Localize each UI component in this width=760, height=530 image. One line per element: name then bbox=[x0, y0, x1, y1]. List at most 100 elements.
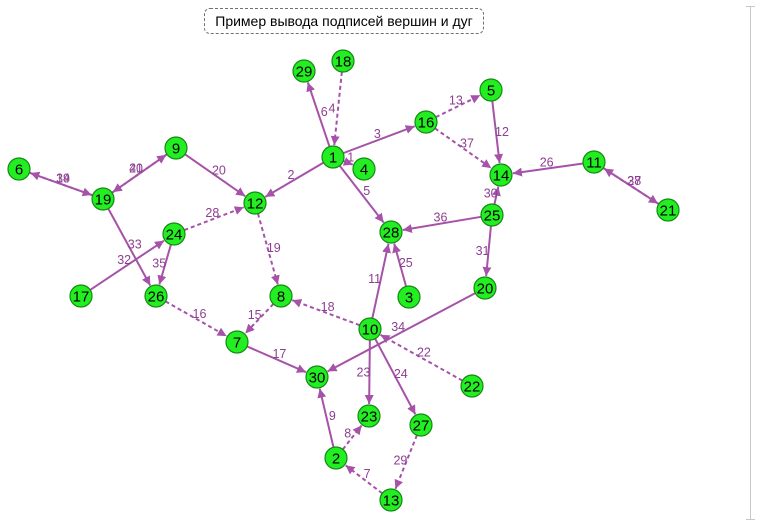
node-label-26: 26 bbox=[148, 289, 165, 306]
node-label-19: 19 bbox=[95, 192, 112, 209]
node-label-16: 16 bbox=[418, 115, 435, 132]
node-17[interactable]: 17 bbox=[70, 285, 92, 307]
edge-label-30: 30 bbox=[484, 187, 498, 201]
edge-label-38: 38 bbox=[627, 174, 641, 188]
node-label-17: 17 bbox=[73, 289, 90, 306]
edge-labels-layer: 12345678911121314151617181920212223 24252… bbox=[56, 94, 641, 482]
edge-label-12: 12 bbox=[495, 125, 509, 139]
edge-label-32: 32 bbox=[117, 253, 131, 267]
edge-label-13: 13 bbox=[449, 94, 463, 108]
edge-label-31: 31 bbox=[476, 244, 490, 258]
edge-label-36: 36 bbox=[434, 211, 448, 225]
edge-label-24: 24 bbox=[394, 367, 408, 381]
node-label-24: 24 bbox=[166, 227, 183, 244]
edge-label-7: 7 bbox=[364, 467, 371, 481]
node-label-28: 28 bbox=[383, 225, 400, 242]
node-3[interactable]: 3 bbox=[398, 286, 420, 308]
scrollbar-top-cap bbox=[746, 6, 755, 7]
node-label-30: 30 bbox=[309, 370, 326, 387]
edge-label-5: 5 bbox=[363, 184, 370, 198]
node-20[interactable]: 20 bbox=[474, 277, 496, 299]
edge-label-26: 26 bbox=[540, 156, 554, 170]
node-label-20: 20 bbox=[477, 281, 494, 298]
scrollbar-bottom-cap bbox=[746, 519, 755, 520]
edge-label-16: 16 bbox=[193, 307, 207, 321]
node-30[interactable]: 30 bbox=[306, 366, 328, 388]
node-label-18: 18 bbox=[335, 54, 352, 71]
edge-label-4: 4 bbox=[329, 101, 336, 115]
node-16[interactable]: 16 bbox=[415, 111, 437, 133]
node-28[interactable]: 28 bbox=[380, 221, 402, 243]
node-12[interactable]: 12 bbox=[244, 192, 266, 214]
node-label-9: 9 bbox=[172, 141, 180, 158]
edge-label-1: 1 bbox=[347, 150, 354, 164]
node-label-12: 12 bbox=[247, 196, 264, 213]
edge-label-39: 39 bbox=[56, 171, 70, 185]
node-label-6: 6 bbox=[15, 162, 23, 179]
node-label-13: 13 bbox=[383, 493, 400, 510]
node-7[interactable]: 7 bbox=[226, 331, 248, 353]
edge-label-40: 40 bbox=[129, 162, 143, 176]
node-label-23: 23 bbox=[361, 409, 378, 426]
node-19[interactable]: 19 bbox=[92, 188, 114, 210]
node-6[interactable]: 6 bbox=[8, 158, 30, 180]
node-label-14: 14 bbox=[493, 168, 510, 185]
node-11[interactable]: 11 bbox=[583, 151, 605, 173]
node-label-29: 29 bbox=[296, 64, 313, 81]
node-1[interactable]: 1 bbox=[322, 146, 344, 168]
edge-label-8: 8 bbox=[344, 426, 351, 440]
node-2[interactable]: 2 bbox=[325, 447, 347, 469]
node-22[interactable]: 22 bbox=[461, 375, 483, 397]
node-18[interactable]: 18 bbox=[332, 50, 354, 72]
node-label-1: 1 bbox=[329, 150, 337, 167]
edge-label-2: 2 bbox=[287, 168, 294, 182]
edge-label-22: 22 bbox=[417, 345, 431, 359]
node-label-22: 22 bbox=[464, 379, 481, 396]
node-23[interactable]: 23 bbox=[358, 405, 380, 427]
edge-label-20: 20 bbox=[212, 164, 226, 178]
node-label-7: 7 bbox=[233, 335, 241, 352]
node-label-10: 10 bbox=[362, 322, 379, 339]
node-9[interactable]: 9 bbox=[165, 137, 187, 159]
edge-label-35: 35 bbox=[152, 256, 166, 270]
edge-label-17: 17 bbox=[272, 347, 286, 361]
edge-label-25: 25 bbox=[399, 256, 413, 270]
edge-label-11: 11 bbox=[368, 272, 381, 286]
edge-label-33: 33 bbox=[128, 238, 142, 252]
edge-label-29: 29 bbox=[393, 453, 407, 467]
node-label-4: 4 bbox=[360, 162, 368, 179]
node-label-5: 5 bbox=[487, 83, 495, 100]
node-21[interactable]: 21 bbox=[657, 199, 679, 221]
node-4[interactable]: 4 bbox=[353, 158, 375, 180]
nodes-layer: 1234567891011121314161718192021222324252… bbox=[8, 50, 679, 511]
node-29[interactable]: 29 bbox=[293, 60, 315, 82]
node-label-2: 2 bbox=[332, 451, 340, 468]
edge-label-6: 6 bbox=[321, 105, 328, 119]
node-label-8: 8 bbox=[277, 289, 285, 306]
node-label-11: 11 bbox=[586, 155, 602, 172]
edge-label-9: 9 bbox=[329, 409, 336, 423]
node-26[interactable]: 26 bbox=[145, 285, 167, 307]
edge-label-3: 3 bbox=[374, 127, 381, 141]
node-14[interactable]: 14 bbox=[490, 164, 512, 186]
node-label-3: 3 bbox=[405, 290, 413, 307]
edge-label-23: 23 bbox=[357, 365, 371, 379]
node-label-21: 21 bbox=[660, 203, 677, 220]
edge-label-15: 15 bbox=[248, 308, 262, 322]
edge-label-19: 19 bbox=[267, 241, 281, 255]
node-24[interactable]: 24 bbox=[163, 223, 185, 245]
node-25[interactable]: 25 bbox=[481, 204, 503, 226]
node-5[interactable]: 5 bbox=[480, 79, 502, 101]
edge-label-34: 34 bbox=[391, 320, 405, 334]
node-8[interactable]: 8 bbox=[270, 285, 292, 307]
node-10[interactable]: 10 bbox=[359, 318, 381, 340]
node-13[interactable]: 13 bbox=[380, 489, 402, 511]
vertical-scrollbar[interactable] bbox=[750, 6, 751, 520]
node-label-25: 25 bbox=[484, 208, 501, 225]
edge-label-37: 37 bbox=[460, 137, 474, 151]
edge-label-18: 18 bbox=[321, 300, 335, 314]
edge-label-28: 28 bbox=[205, 206, 219, 220]
node-label-27: 27 bbox=[413, 418, 430, 435]
node-27[interactable]: 27 bbox=[410, 414, 432, 436]
